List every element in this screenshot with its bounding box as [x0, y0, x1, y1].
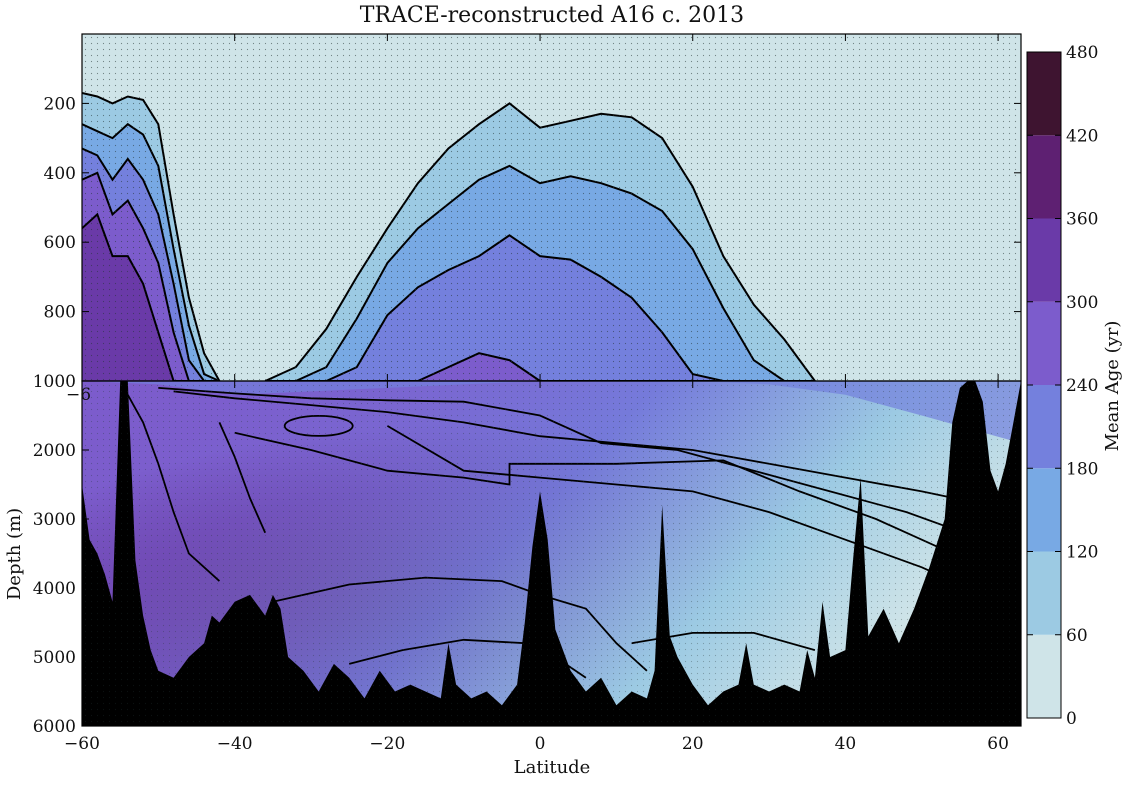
colorbar-segment-7	[1027, 135, 1061, 219]
colorbar-segment-1	[1027, 634, 1061, 718]
x-tick-label: −60	[64, 734, 100, 754]
upper-y-tick-label: 1000	[33, 372, 76, 392]
upper-panel	[82, 34, 1021, 381]
lower-y-tick-label: 4000	[33, 579, 76, 599]
axes: −60 −40 −20 0 20 40 60 −6 200 400 600 800 1000 2000 30…	[33, 34, 1021, 754]
x-tick-label: −20	[369, 734, 405, 754]
colorbar-tick-label: 60	[1066, 626, 1088, 646]
colorbar-tick-label: 420	[1066, 126, 1098, 146]
colorbar-tick-label: 0	[1066, 709, 1077, 729]
upper-y-tick-label: 200	[44, 94, 76, 114]
lower-y-tick-label: 2000	[33, 441, 76, 461]
upper-y-tick-label: 800	[44, 303, 76, 323]
upper-y-tick-label: 600	[44, 233, 76, 253]
x-tick-label: 60	[987, 734, 1009, 754]
colorbar-segment-4	[1027, 385, 1061, 469]
x-tick-label: −40	[217, 734, 253, 754]
colorbar-label: Mean Age (yr)	[1102, 321, 1123, 452]
lower-y-tick-label: 6000	[33, 717, 76, 737]
lower-panel	[82, 381, 1021, 726]
lower-y-tick-label: 5000	[33, 648, 76, 668]
colorbar-segment-3	[1027, 468, 1061, 552]
upper-y-tick-label: 400	[44, 164, 76, 184]
y-axis-label: Depth (m)	[4, 508, 25, 600]
colorbar-tick-label: 240	[1066, 376, 1098, 396]
chart-title: TRACE-reconstructed A16 c. 2013	[360, 3, 744, 28]
colorbar-segment-6	[1027, 218, 1061, 302]
colorbar-segment-8	[1027, 52, 1061, 136]
colorbar-tick-label: 360	[1066, 210, 1098, 230]
lower-stipple-overlay	[82, 381, 1021, 726]
x-tick-label: 0	[535, 734, 546, 754]
x-tick-label: 40	[835, 734, 857, 754]
upper-stipple-overlay	[82, 34, 1021, 381]
lower-y-tick-label: 3000	[33, 510, 76, 530]
x-tick-label-fragment: −6	[66, 385, 91, 405]
colorbar-tick-label: 180	[1066, 459, 1098, 479]
colorbar: 0 60 120 180 240 300 360 420 480	[1026, 43, 1098, 729]
colorbar-segment-5	[1027, 301, 1061, 385]
colorbar-tick-label: 120	[1066, 543, 1098, 563]
x-tick-label: 20	[682, 734, 704, 754]
colorbar-tick-label: 300	[1066, 293, 1098, 313]
lower-panel-frame	[81, 380, 1022, 727]
colorbar-segment-2	[1027, 551, 1061, 635]
x-axis-label: Latitude	[514, 757, 591, 778]
colorbar-tick-label: 480	[1066, 43, 1098, 63]
